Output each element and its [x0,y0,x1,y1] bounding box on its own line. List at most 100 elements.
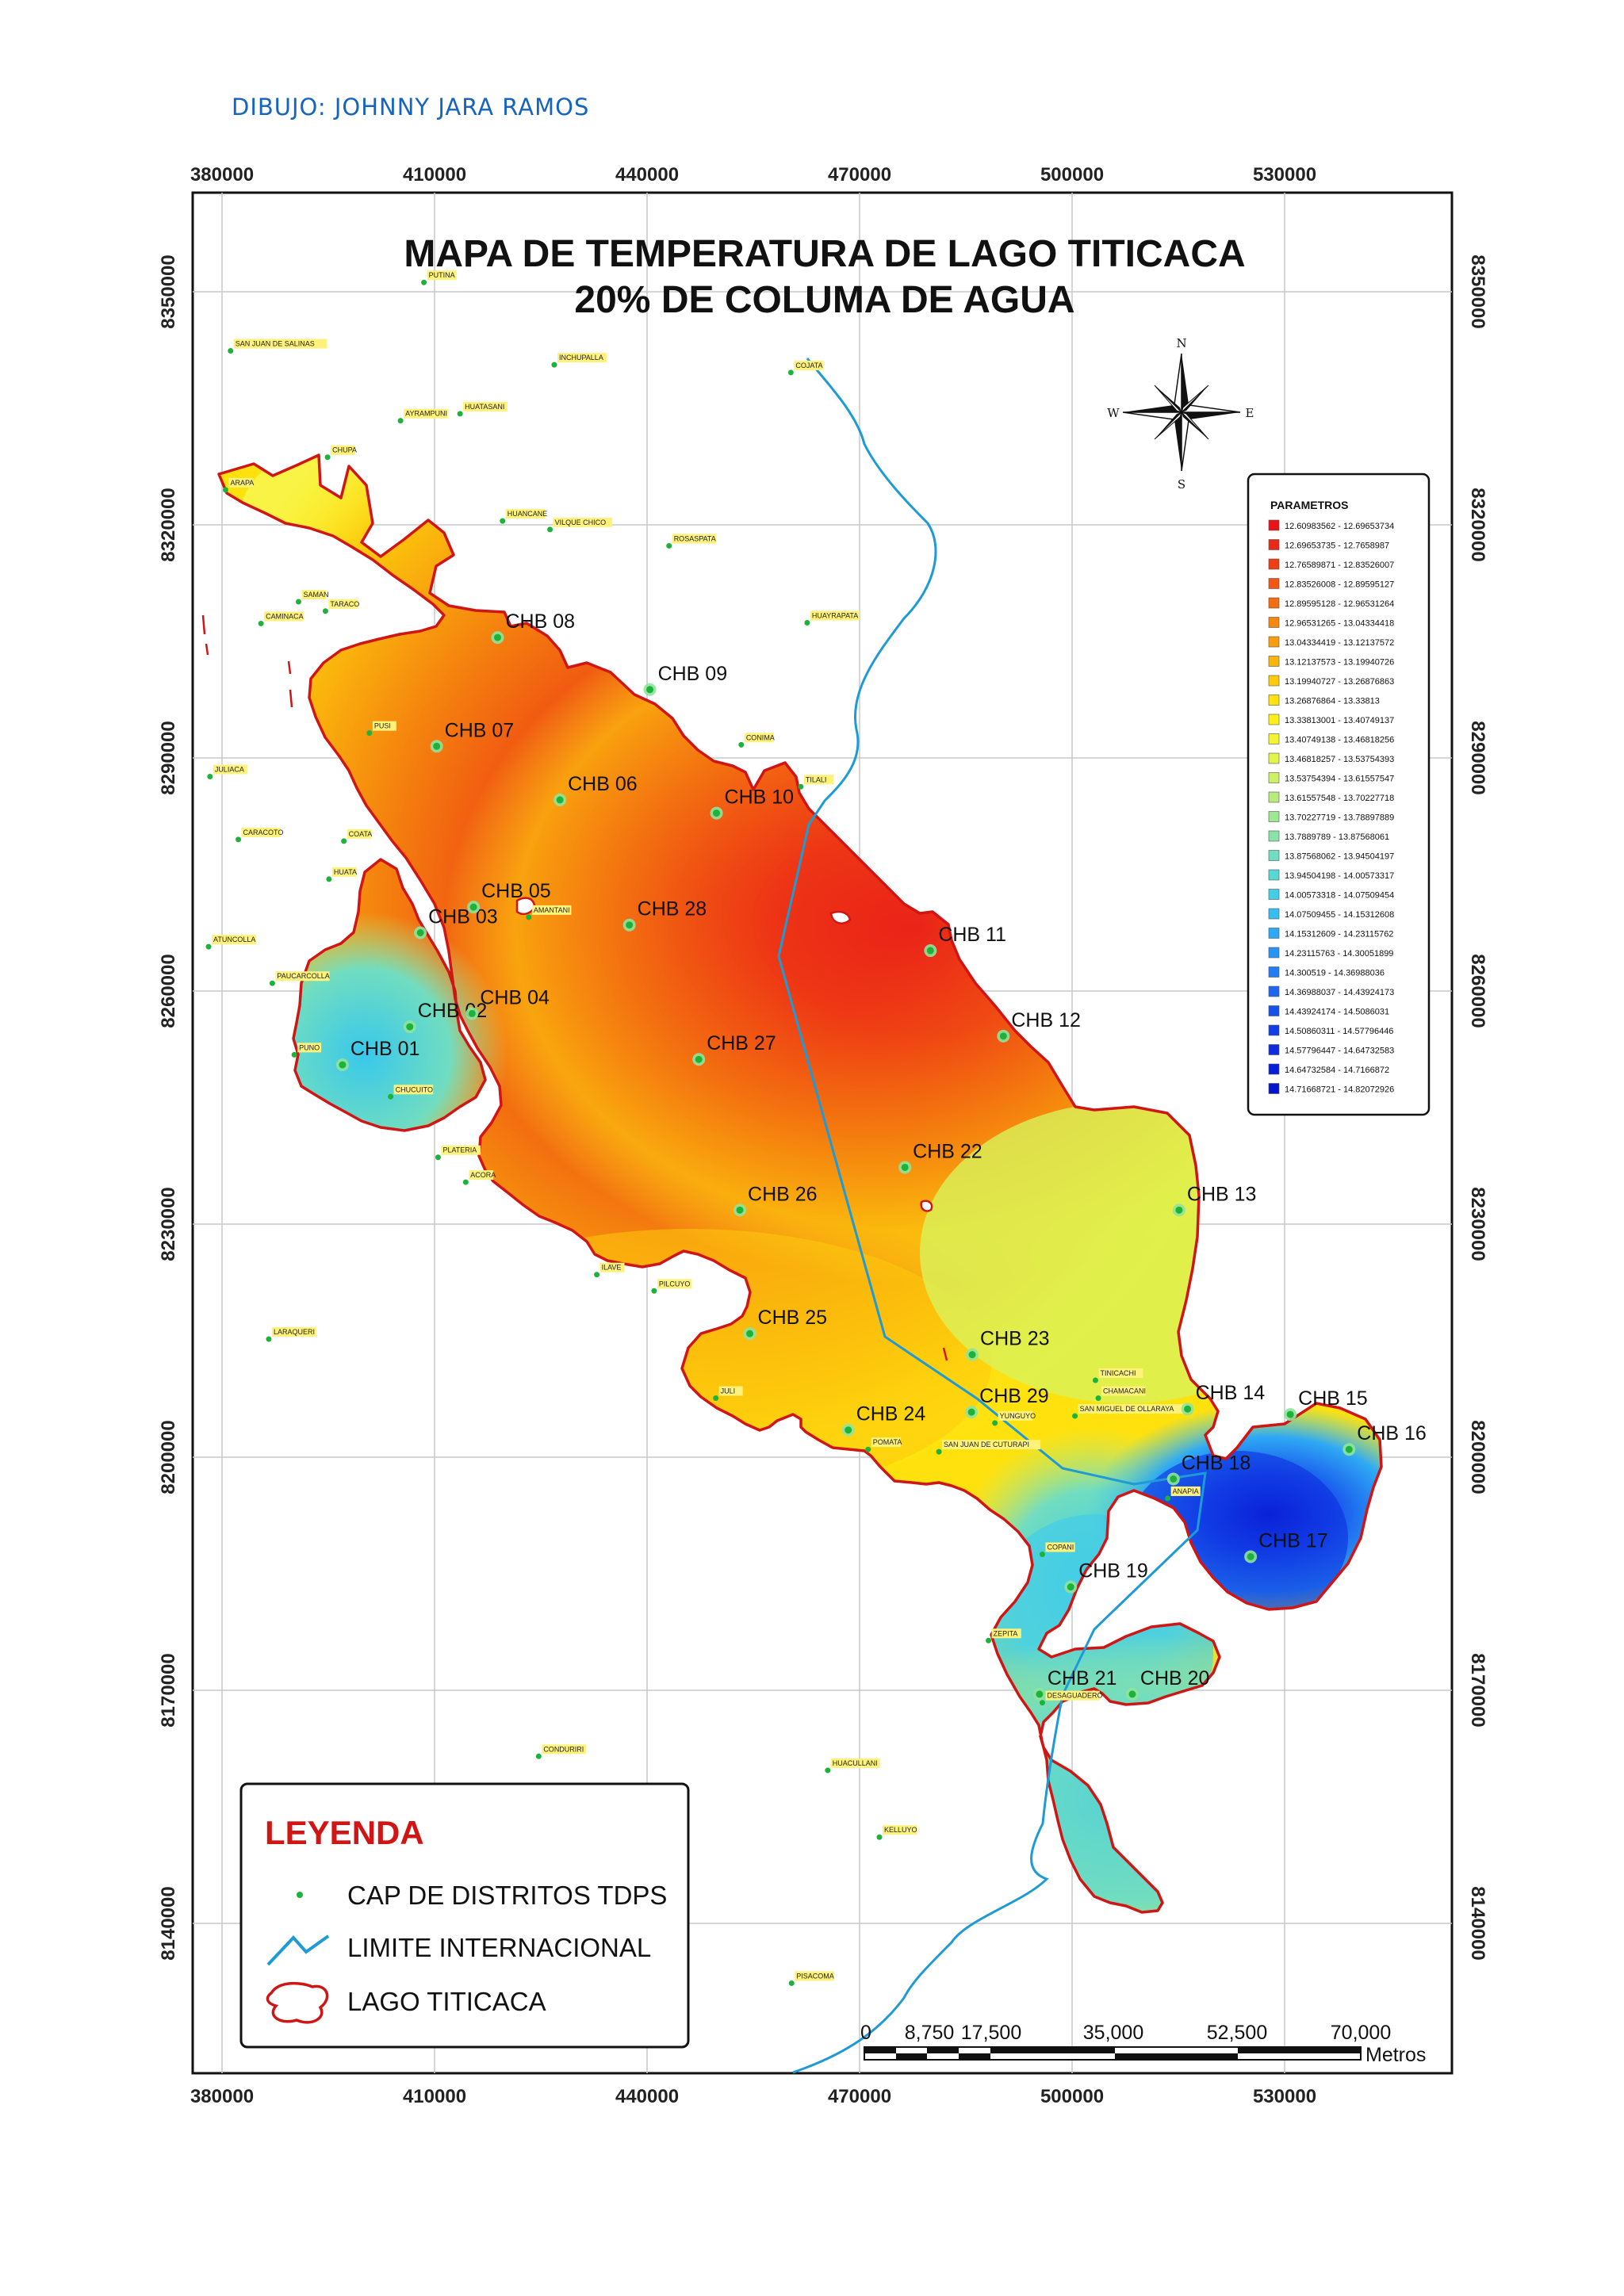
town-dot [397,418,404,424]
town-label-bg [810,610,860,621]
town-label-bg [657,1279,692,1289]
town-label: AMANTANI [534,906,570,914]
station-dot [1345,1445,1353,1453]
leyenda-box: LEYENDA CAP DE DISTRITOS TDPS LIMITE INT… [239,1782,690,2049]
town-label-bg [942,1440,1041,1450]
town-label: PISACOMA [796,1972,834,1980]
station-dot [695,1055,703,1063]
legend-swatch [1268,811,1280,822]
north-arrow-icon: N S E W [1107,336,1254,492]
town-label-bg [505,509,546,519]
town-label: SAN MIGUEL DE OLLARAYA [1080,1405,1174,1413]
town-dot [865,1446,871,1452]
town-label-bg [672,534,717,544]
town-label-bg [1101,1386,1146,1396]
town-label: SAMAN [303,591,328,599]
town-label: PUTINA [429,271,455,279]
town-dot [825,1767,831,1774]
legend-range-label: 12.96531265 - 13.04334418 [1285,619,1394,629]
x-tick-top: 500000 [1040,164,1104,186]
scale-label-3: 35,000 [1083,2022,1143,2044]
legend-swatch [1268,1083,1280,1094]
town-markers: SAN JUAN DE SALINAS INCHUPALLA COJATA AYRAM… [205,270,1201,1986]
legend-range-label: 12.69653735 - 12.7658987 [1285,541,1389,551]
station-label: CHB 13 [1187,1183,1257,1205]
station-dot [1036,1690,1044,1698]
town-label-bg [441,1145,481,1155]
station-dot [1067,1583,1074,1591]
town-dot [651,1288,657,1294]
parametros-title: PARAMETROS [1270,499,1349,511]
legend-swatch [1268,733,1280,744]
town-dot [295,599,301,605]
town-dot [738,741,745,748]
town-dot [500,518,506,524]
town-label-bg [331,867,357,877]
station-dot [967,1408,975,1416]
station-label: CHB 05 [481,880,551,902]
station-label: CHB 06 [568,773,638,795]
legend-swatch [1268,597,1280,609]
town-dot [266,1336,272,1342]
town-label-bg [469,1170,494,1181]
compass-n: N [1176,336,1186,350]
town-label: AYRAMPUNI [405,410,447,418]
town-label-bg [803,775,834,785]
legend-range-label: 13.46818257 - 13.53754393 [1285,755,1394,764]
leyenda-item-border: LIMITE INTERNACIONAL [347,1933,651,1962]
town-label-bg [271,1327,316,1337]
town-dot [547,526,553,533]
town-label-bg [228,477,254,488]
leyenda-item-stations: CAP DE DISTRITOS TDPS [347,1881,667,1910]
town-label: CAMINACA [266,612,304,620]
legend-range-label: 12.89595128 - 12.96531264 [1285,599,1394,609]
station-dot [1184,1405,1192,1413]
town-dot [366,730,373,737]
town-dot [322,608,328,614]
town-dot [788,1980,795,1986]
town-label-bg [463,401,508,411]
town-label: INCHUPALLA [559,354,603,362]
y-tick-right: 8290000 [1467,721,1488,794]
station-dot [926,947,934,955]
international-border [777,358,1207,2074]
y-tick-right: 8170000 [1467,1653,1488,1727]
y-tick-right: 8140000 [1467,1886,1488,1960]
legend-swatch [1268,985,1280,997]
station-label: CHB 09 [658,663,728,685]
town-label-bg [372,721,396,731]
legend-range-label: 12.83526008 - 12.89595127 [1285,580,1394,590]
map-title-line1: MAPA DE TEMPERATURA DE LAGO TITICACA [404,233,1245,275]
station-label: CHB 08 [506,610,576,633]
y-tick-right: 8320000 [1467,488,1488,561]
station-label: CHB 26 [748,1183,818,1205]
station-label: CHB 01 [350,1038,420,1060]
legend-range-label: 13.19940727 - 13.26876863 [1285,677,1394,687]
legend-range-label: 14.300519 - 14.36988036 [1285,969,1385,978]
town-label-bg [275,971,330,982]
town-dot [666,542,672,549]
town-label: ARAPA [230,479,254,487]
station-dot [1170,1475,1178,1483]
x-tick-top: 470000 [828,164,891,186]
legend-range-label: 13.12137573 - 13.19940726 [1285,658,1394,668]
town-label: COATA [349,830,373,838]
town-label-bg [347,828,372,839]
x-tick-bottom: 530000 [1253,2086,1316,2107]
legend-swatch [1268,539,1280,550]
town-label: YUNGUYO [1000,1412,1036,1420]
station-label: CHB 24 [856,1403,926,1425]
station-dot [901,1163,909,1171]
town-label: ZEPITA [994,1629,1018,1637]
town-label-bg [297,1043,322,1053]
station-label: CHB 25 [758,1307,828,1329]
legend-swatch [1268,850,1280,861]
town-label-bg [883,1825,917,1835]
legend-range-label: 14.43924174 - 14.5086031 [1285,1008,1389,1017]
x-tick-top: 530000 [1253,164,1316,186]
town-label: CHUPA [332,446,357,454]
town-label: HUANCANE [508,510,548,518]
town-dot [258,620,264,626]
